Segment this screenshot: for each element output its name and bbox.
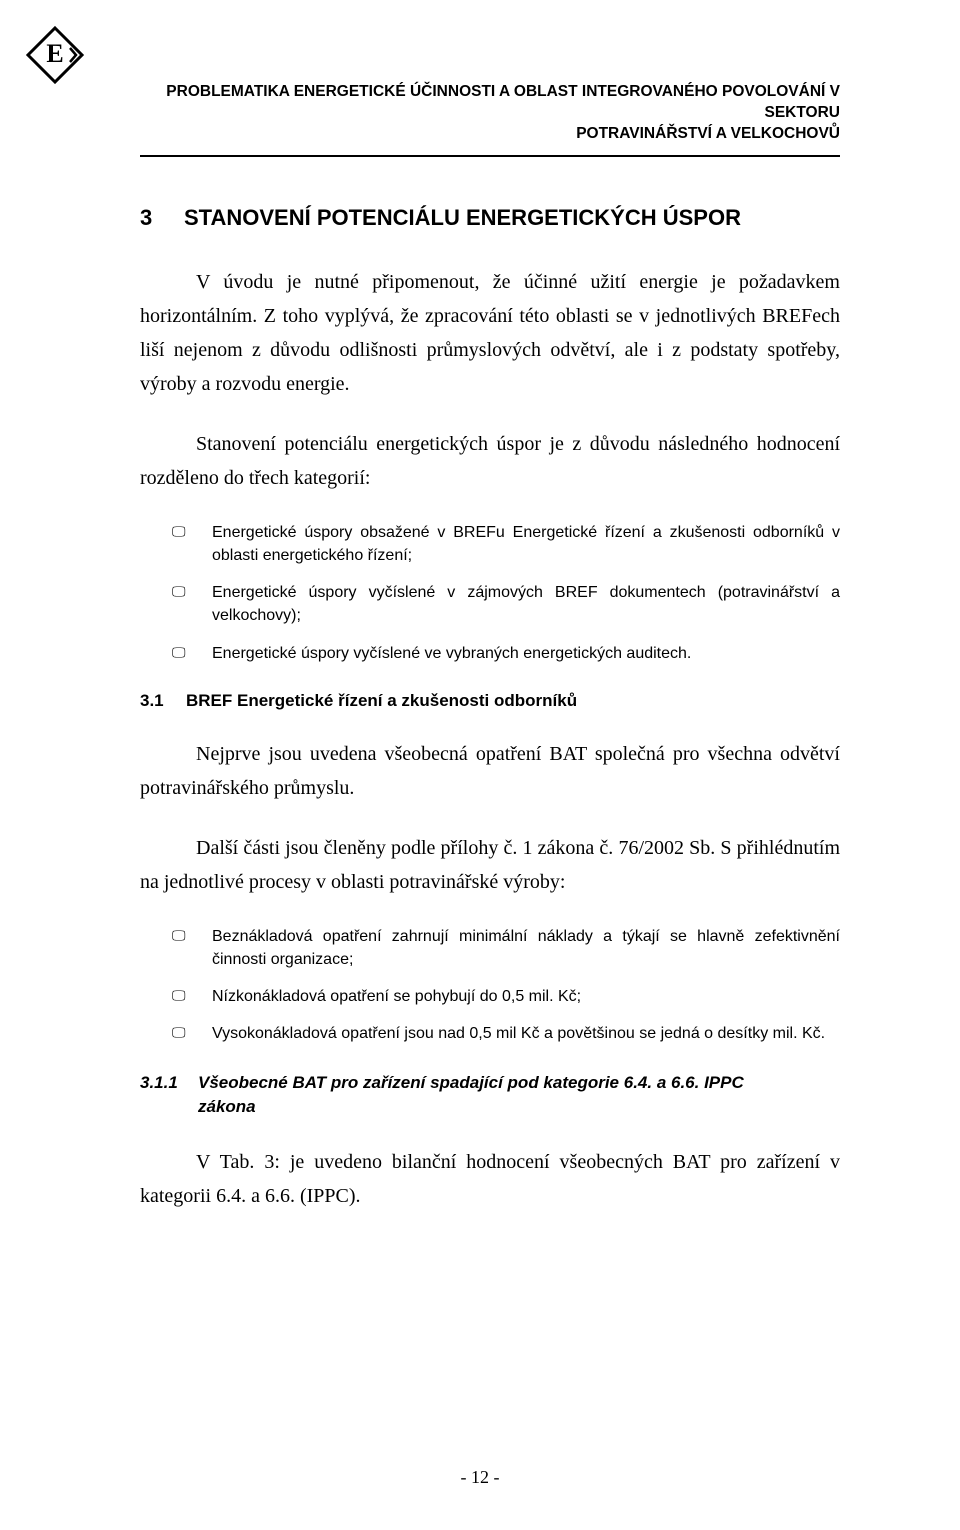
list-item: Energetické úspory obsažené v BREFu Ener…: [212, 521, 840, 567]
paragraph-4: Další části jsou členěny podle přílohy č…: [140, 831, 840, 899]
heading-1-number: 3: [140, 205, 184, 231]
paragraph-3: Nejprve jsou uvedena všeobecná opatření …: [140, 737, 840, 805]
paragraph-5: V Tab. 3: je uvedeno bilanční hodnocení …: [140, 1145, 840, 1213]
page-number: - 12 -: [0, 1467, 960, 1488]
heading-2-text: BREF Energetické řízení a zkušenosti odb…: [186, 691, 577, 710]
heading-2: 3.1BREF Energetické řízení a zkušenosti …: [140, 691, 840, 711]
list-item: Energetické úspory vyčíslené ve vybranýc…: [212, 642, 840, 665]
header-rule: [140, 155, 840, 157]
body-text: V Tab. 3: je uvedeno bilanční hodnocení …: [140, 1145, 840, 1213]
list-item: Vysokonákladová opatření jsou nad 0,5 mi…: [212, 1022, 840, 1045]
running-header: PROBLEMATIKA ENERGETICKÉ ÚČINNOSTI A OBL…: [140, 82, 840, 145]
list-item: Beznákladová opatření zahrnují minimální…: [212, 925, 840, 971]
list-item: Energetické úspory vyčíslené v zájmových…: [212, 581, 840, 627]
page: E PROBLEMATIKA ENERGETICKÉ ÚČINNOSTI A O…: [0, 0, 960, 1530]
paragraph-1: V úvodu je nutné připomenout, že účinné …: [140, 265, 840, 401]
heading-3-number: 3.1.1: [140, 1071, 198, 1095]
heading-3-line-2: zákona: [140, 1095, 840, 1119]
logo-letter: E: [46, 39, 63, 68]
list-item: Nízkonákladová opatření se pohybují do 0…: [212, 985, 840, 1008]
heading-2-number: 3.1: [140, 691, 186, 711]
body-text: V úvodu je nutné připomenout, že účinné …: [140, 265, 840, 495]
bullet-list-1: Energetické úspory obsažené v BREFu Ener…: [140, 521, 840, 665]
body-text: Nejprve jsou uvedena všeobecná opatření …: [140, 737, 840, 899]
heading-1: 3STANOVENÍ POTENCIÁLU ENERGETICKÝCH ÚSPO…: [140, 205, 840, 231]
heading-3: 3.1.1Všeobecné BAT pro zařízení spadajíc…: [140, 1071, 840, 1119]
header-line-1: PROBLEMATIKA ENERGETICKÉ ÚČINNOSTI A OBL…: [140, 82, 840, 124]
heading-3-line-1: Všeobecné BAT pro zařízení spadající pod…: [198, 1073, 744, 1092]
bullet-list-2: Beznákladová opatření zahrnují minimální…: [140, 925, 840, 1046]
paragraph-2: Stanovení potenciálu energetických úspor…: [140, 427, 840, 495]
heading-1-text: STANOVENÍ POTENCIÁLU ENERGETICKÝCH ÚSPOR: [184, 205, 741, 230]
header-line-2: POTRAVINÁŘSTVÍ A VELKOCHOVŮ: [140, 124, 840, 145]
logo-diamond-e: E: [26, 26, 84, 89]
